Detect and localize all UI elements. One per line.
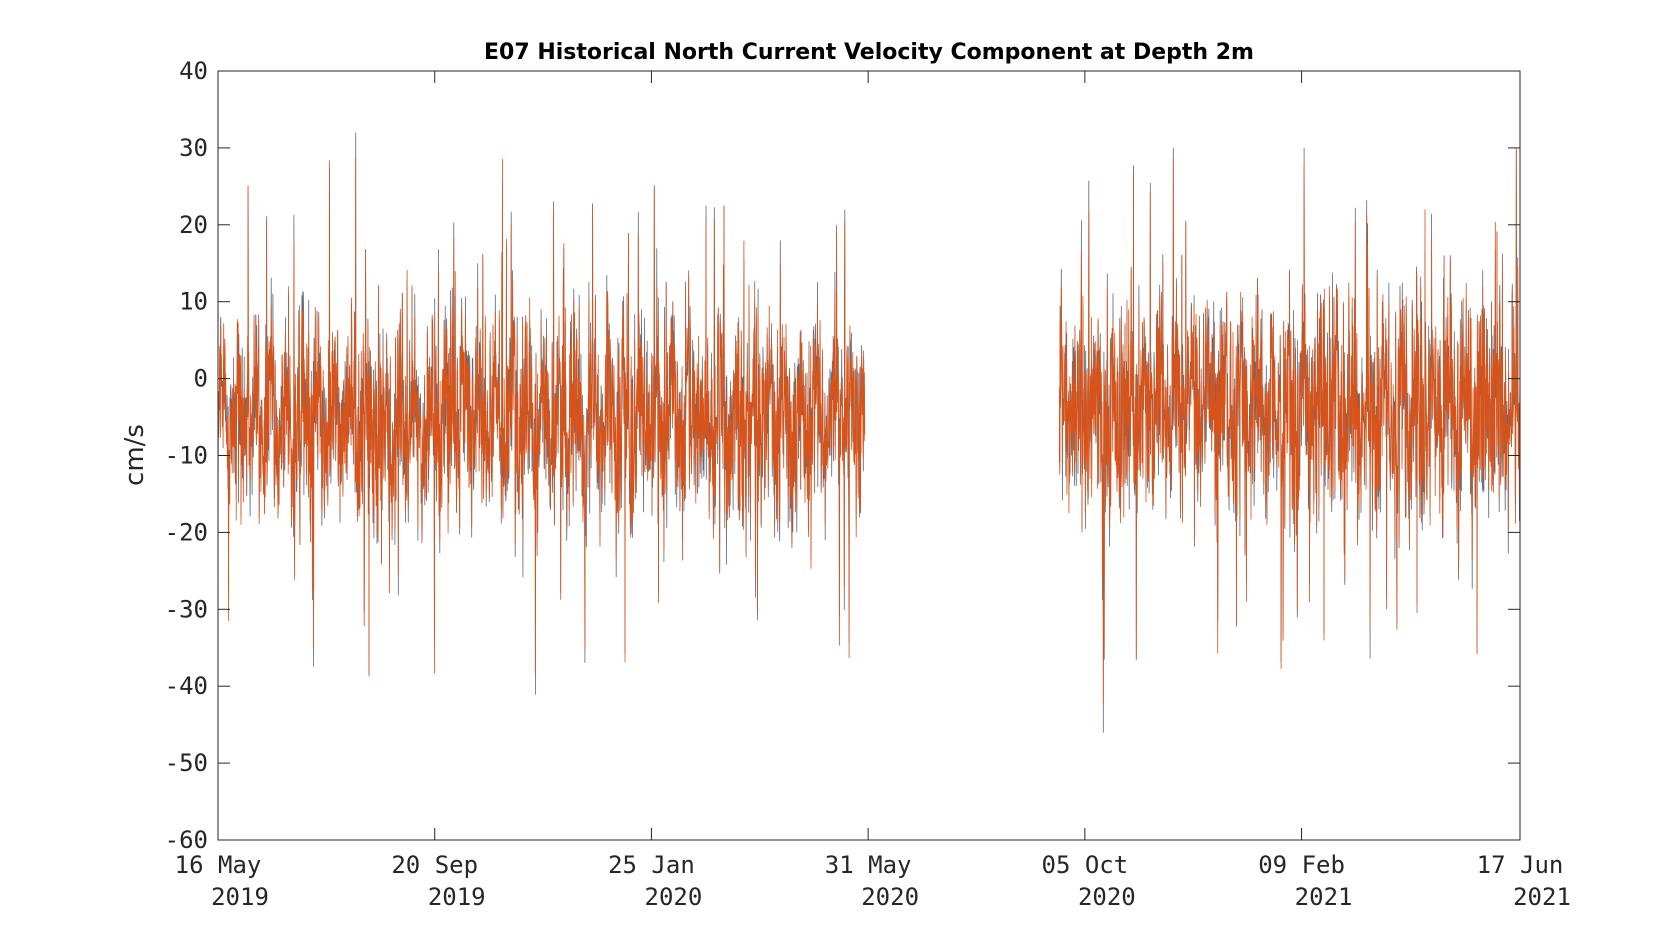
- y-tick-label: 10: [179, 288, 208, 316]
- y-tick-label: -40: [165, 672, 208, 700]
- x-tick-label: 17 Jun: [1477, 851, 1564, 879]
- x-tick-label-year: 2021: [1295, 883, 1353, 911]
- series-line: [217, 157, 866, 677]
- y-axis-label: cm/s: [120, 424, 150, 486]
- x-tick-label: 25 Jan: [608, 851, 695, 879]
- x-tick-label-year: 2020: [861, 883, 919, 911]
- series-line: [1058, 147, 1521, 705]
- chart-title: E07 Historical North Current Velocity Co…: [484, 40, 1254, 65]
- x-tick-label-year: 2019: [428, 883, 486, 911]
- plot-series: [217, 132, 1521, 733]
- y-tick-label: -20: [165, 518, 208, 546]
- x-tick-label-year: 2021: [1513, 883, 1571, 911]
- y-tick-label: 40: [179, 57, 208, 85]
- x-tick-label-year: 2020: [1078, 883, 1136, 911]
- x-tick-label: 20 Sep: [391, 851, 478, 879]
- x-tick-label-year: 2019: [211, 883, 269, 911]
- x-tick-label: 05 Oct: [1042, 851, 1129, 879]
- axis-ticks: [217, 70, 1521, 841]
- y-tick-label: -50: [165, 749, 208, 777]
- y-tick-label: 0: [194, 365, 208, 393]
- x-tick-label-year: 2020: [645, 883, 703, 911]
- x-tick-label: 31 May: [825, 851, 912, 879]
- y-tick-label: -60: [165, 826, 208, 854]
- x-tick-label: 16 May: [175, 851, 262, 879]
- x-tick-label: 09 Feb: [1258, 851, 1345, 879]
- y-tick-label: 20: [179, 211, 208, 239]
- y-tick-label: -30: [165, 595, 208, 623]
- y-tick-label: -10: [165, 442, 208, 470]
- y-tick-label: 30: [179, 134, 208, 162]
